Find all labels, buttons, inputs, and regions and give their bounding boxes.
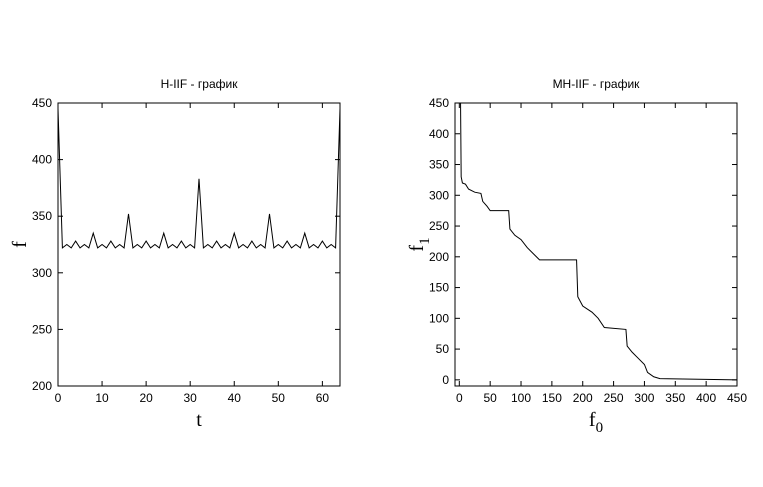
- x-axis-label-sub: 0: [596, 420, 604, 436]
- y-tick-label: 200: [429, 250, 449, 264]
- x-tick-label: 400: [696, 391, 716, 405]
- x-tick-label: 200: [573, 391, 593, 405]
- x-tick-label: 100: [511, 391, 531, 405]
- data-line: [459, 102, 738, 381]
- y-tick-label: 250: [429, 219, 449, 233]
- y-axis-label-main: f: [9, 241, 31, 248]
- x-tick-label: 150: [542, 391, 562, 405]
- x-tick-label: 50: [272, 391, 286, 405]
- y-tick-label: 250: [32, 322, 52, 336]
- y-tick-label: 400: [32, 153, 52, 167]
- y-tick-label: 350: [32, 209, 52, 223]
- y-axis-label: f: [9, 241, 31, 248]
- x-tick-label: 10: [95, 391, 109, 405]
- x-tick-label: 350: [665, 391, 685, 405]
- x-tick-label: 40: [228, 391, 242, 405]
- y-tick-label: 450: [32, 96, 52, 110]
- x-tick-label: 0: [55, 391, 62, 405]
- chart-title: MH-IIF - график: [553, 77, 641, 91]
- x-tick-label: 0: [456, 391, 463, 405]
- x-axis-label-main: f: [589, 409, 596, 431]
- y-axis-label-sub: 1: [417, 237, 433, 245]
- x-tick-label: 60: [316, 391, 330, 405]
- y-tick-label: 100: [429, 311, 449, 325]
- x-tick-label: 20: [139, 391, 153, 405]
- x-tick-label: 450: [727, 391, 747, 405]
- data-line: [57, 108, 341, 249]
- x-tick-label: 50: [483, 391, 497, 405]
- y-tick-label: 300: [429, 188, 449, 202]
- x-tick-label: 250: [604, 391, 624, 405]
- y-tick-label: 50: [436, 342, 450, 356]
- y-tick-label: 300: [32, 266, 52, 280]
- x-axis-label-main: t: [196, 409, 202, 431]
- y-tick-label: 0: [442, 373, 449, 387]
- y-axis-label: f1: [406, 237, 433, 251]
- x-tick-label: 300: [634, 391, 654, 405]
- y-tick-label: 200: [32, 379, 52, 393]
- plot-frame: [454, 102, 738, 387]
- y-tick-label: 150: [429, 281, 449, 295]
- x-tick-label: 30: [184, 391, 198, 405]
- y-tick-label: 350: [429, 158, 449, 172]
- y-tick-label: 450: [429, 96, 449, 110]
- y-axis-label-main: f: [406, 245, 428, 252]
- y-tick-label: 400: [429, 127, 449, 141]
- x-axis-label: t: [196, 409, 202, 431]
- chart-title: H-IIF - график: [161, 77, 239, 91]
- plot-frame: [57, 102, 341, 387]
- x-axis-label: f0: [589, 409, 603, 436]
